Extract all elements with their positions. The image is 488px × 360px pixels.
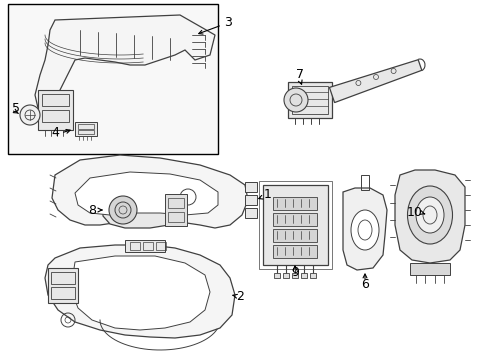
Bar (291, 86, 327, 114)
Text: 9: 9 (290, 266, 298, 279)
Bar (283, 273, 288, 278)
Polygon shape (52, 155, 247, 228)
Polygon shape (35, 15, 215, 110)
Text: 6: 6 (360, 279, 368, 292)
Text: 1: 1 (264, 189, 271, 202)
Bar (164, 194, 186, 226)
Bar (42, 110, 69, 122)
Bar (360, 175, 368, 190)
Bar (78, 124, 94, 129)
Bar (130, 242, 140, 250)
Bar (263, 185, 327, 265)
Ellipse shape (407, 186, 451, 244)
Bar (51, 272, 75, 284)
Bar (42, 94, 69, 106)
Bar (156, 242, 165, 250)
Polygon shape (329, 60, 421, 103)
Bar (75, 122, 97, 136)
Polygon shape (342, 188, 386, 270)
Bar (38, 90, 73, 130)
Bar (272, 197, 316, 210)
Bar (272, 245, 316, 258)
Text: 10: 10 (406, 206, 422, 219)
Bar (259, 181, 331, 269)
Bar (272, 229, 316, 242)
Bar (51, 287, 75, 299)
Bar (168, 212, 183, 222)
Bar (78, 130, 94, 134)
Circle shape (109, 196, 137, 224)
Ellipse shape (415, 197, 443, 233)
Bar (301, 273, 306, 278)
Polygon shape (75, 172, 218, 215)
Bar (273, 273, 280, 278)
Bar (244, 182, 257, 192)
Bar (125, 240, 164, 252)
Bar (409, 263, 449, 275)
Text: 2: 2 (236, 289, 244, 302)
Bar (244, 195, 257, 205)
Circle shape (20, 105, 40, 125)
Text: 8: 8 (88, 203, 96, 216)
Polygon shape (72, 256, 209, 330)
Bar (8, 4, 218, 154)
Polygon shape (45, 245, 235, 338)
Text: 5: 5 (12, 102, 20, 114)
Polygon shape (394, 170, 464, 263)
Bar (142, 242, 153, 250)
Polygon shape (103, 192, 184, 228)
Bar (168, 198, 183, 208)
Text: 3: 3 (224, 15, 231, 28)
Bar (291, 273, 297, 278)
Ellipse shape (350, 210, 378, 250)
Text: 7: 7 (295, 68, 304, 81)
Text: 4: 4 (51, 126, 59, 139)
Bar (48, 268, 78, 303)
Bar (309, 273, 315, 278)
Bar (272, 213, 316, 226)
Bar (287, 82, 331, 118)
Bar (244, 208, 257, 218)
Circle shape (284, 88, 307, 112)
